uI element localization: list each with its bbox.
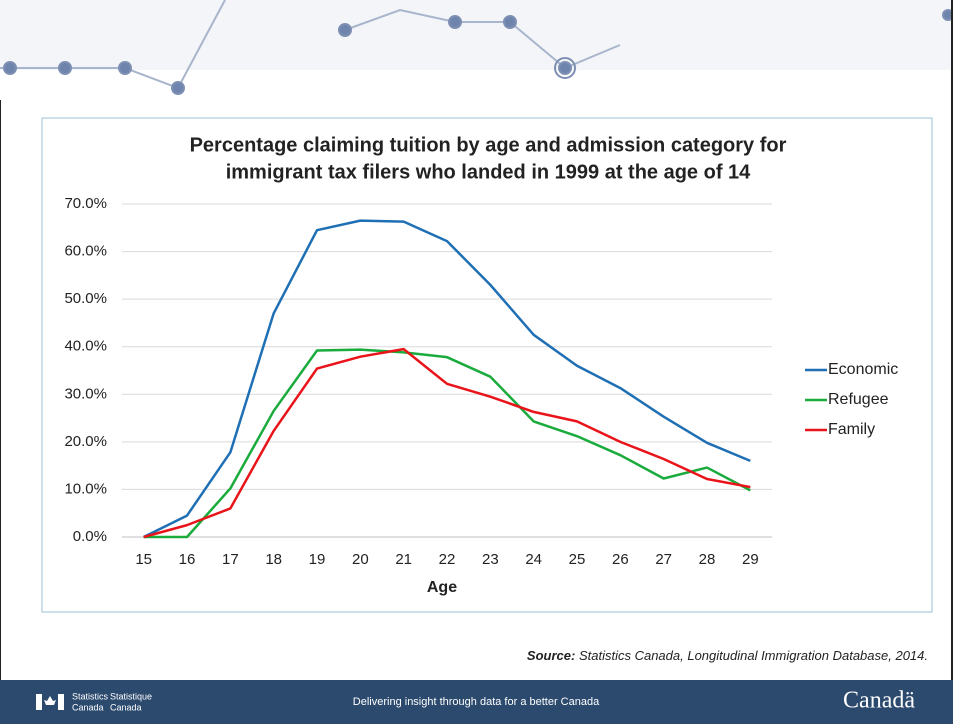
legend-label: Economic <box>828 361 898 378</box>
y-tick-label: 50.0% <box>64 290 107 307</box>
agency-en: Statistics <box>72 691 109 701</box>
header-decoration <box>0 0 953 95</box>
x-tick-label: 23 <box>482 551 499 568</box>
y-tick-label: 20.0% <box>64 433 107 450</box>
y-tick-label: 40.0% <box>64 338 107 355</box>
x-tick-label: 25 <box>569 551 586 568</box>
legend-label: Family <box>828 421 875 438</box>
source: Source: Statistics Canada, Longitudinal … <box>527 648 928 663</box>
y-tick-label: 0.0% <box>73 528 107 545</box>
x-tick-label: 24 <box>525 551 542 568</box>
series-line <box>143 348 751 539</box>
x-tick-label: 15 <box>135 551 152 568</box>
x-tick-label: 29 <box>742 551 759 568</box>
y-tick-label: 30.0% <box>64 385 107 402</box>
x-tick-label: 26 <box>612 551 629 568</box>
tagline: Delivering insight through data for a be… <box>353 696 600 708</box>
chart-frame <box>41 117 933 613</box>
x-tick-label: 22 <box>439 551 456 568</box>
x-axis-label: Age <box>427 579 457 596</box>
chart-title: Percentage claiming tuition by age and a… <box>190 134 787 156</box>
series-line <box>143 219 751 539</box>
x-tick-label: 18 <box>265 551 282 568</box>
agency-en: Canada <box>72 702 104 712</box>
x-tick-label: 28 <box>699 551 716 568</box>
flag-icon <box>36 694 64 710</box>
x-tick-label: 21 <box>395 551 412 568</box>
series-line <box>143 347 751 539</box>
x-tick-label: 27 <box>655 551 672 568</box>
wordmark: Canadä <box>843 688 915 714</box>
y-tick-label: 60.0% <box>64 243 107 260</box>
footer-band <box>0 680 953 724</box>
source-label: Source: <box>527 648 575 663</box>
x-tick-label: 17 <box>222 551 239 568</box>
y-tick-label: 70.0% <box>64 195 107 212</box>
y-tick-label: 10.0% <box>64 480 107 497</box>
agency-fr: Statistique <box>110 691 152 701</box>
chart-title: immigrant tax filers who landed in 1999 … <box>226 161 751 183</box>
x-tick-label: 16 <box>179 551 196 568</box>
agency-fr: Canada <box>110 702 142 712</box>
legend-label: Refugee <box>828 391 889 408</box>
source-text: Statistics Canada, Longitudinal Immigrat… <box>579 648 928 663</box>
x-tick-label: 20 <box>352 551 369 568</box>
x-tick-label: 19 <box>309 551 326 568</box>
